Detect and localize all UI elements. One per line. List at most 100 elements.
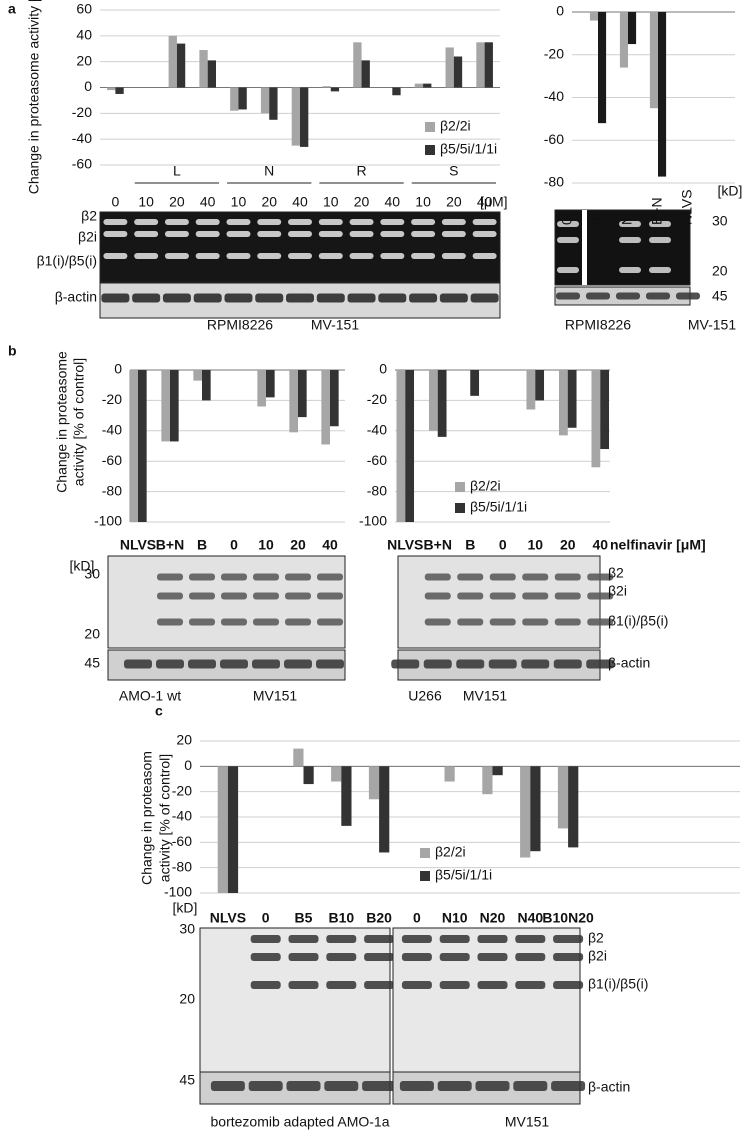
bar [353,42,362,88]
band [326,981,357,989]
bar [445,47,454,88]
band [318,253,343,259]
band [324,1081,359,1091]
band [587,592,614,600]
band [649,221,671,227]
x-tick-label: N10 [442,910,468,926]
band [349,253,374,259]
marker-label: 20 [179,991,195,1007]
y-tick-label: -40 [102,422,122,438]
band [649,237,671,243]
band [285,618,311,626]
bar [558,370,568,436]
band [457,573,484,581]
bar [293,748,304,767]
x-tick-label: 10 [258,537,274,553]
x-tick-label: 20 [261,194,277,210]
bar [161,370,170,442]
y-axis-label: activity [% of control] [157,754,173,882]
band [439,981,470,989]
blot-caption: MV151 [505,1114,550,1130]
band [226,253,251,259]
bar [591,370,601,468]
y-tick-label: -100 [94,513,122,529]
blot-caption: RPMI8226 [565,317,631,333]
bar [405,370,415,522]
band [424,573,451,581]
band [195,231,220,237]
band [316,659,344,669]
marker-label: 45 [712,288,728,304]
band [317,573,343,581]
band [156,659,184,669]
band [252,659,280,669]
bar [230,87,239,111]
band [224,293,253,303]
band [226,219,251,225]
panel-letter: b [8,343,17,359]
band [326,935,357,943]
band [189,573,215,581]
bar [414,83,424,88]
bar [298,370,307,418]
band [489,573,516,581]
bar [470,370,480,396]
bar [291,87,301,146]
band [557,221,579,227]
band [411,253,436,259]
band [349,231,374,237]
band [250,981,281,989]
y-tick-label: -40 [367,422,387,438]
bar [428,370,438,431]
band [513,1081,548,1091]
y-tick-label: -20 [172,782,192,798]
blot-caption: bortezomib adapted AMO-1a [211,1114,390,1130]
y-tick-label: 0 [379,361,387,377]
bar [535,370,545,401]
bar [619,12,628,68]
bar [482,766,493,795]
band [472,253,497,259]
band [349,219,374,225]
band [362,1081,397,1091]
bar [331,766,342,782]
x-tick-label: N [619,215,635,225]
bar [300,87,309,147]
x-tick-label: 0 [413,910,421,926]
x-tick-label: 20 [169,194,185,210]
band [103,253,128,259]
band [411,231,436,237]
unit-label: [μM] [480,194,508,210]
bar [193,370,202,381]
legend-label: β2/2i [440,118,471,134]
bar [568,766,579,848]
bar [129,370,138,522]
band [439,953,470,961]
group-label: N [264,163,274,179]
band [250,953,281,961]
band [189,592,215,600]
x-tick-label: B [465,537,475,553]
band [470,293,499,303]
x-tick-label: 0 [262,910,270,926]
band [489,618,516,626]
band [456,659,485,669]
y-tick-label: 20 [176,732,192,748]
band [475,1081,510,1091]
x-tick-label: N20 [480,910,506,926]
bar [257,370,266,407]
bar [600,370,610,450]
band [257,219,282,225]
band [477,953,508,961]
x-tick-label: B+N [424,537,452,553]
band [457,592,484,600]
x-tick-label: B+N [649,197,665,225]
legend-label: β5/5i/1/1i [440,141,497,157]
bar [444,766,455,782]
legend-swatch [425,122,435,132]
bar [330,87,340,92]
bar [289,370,298,433]
band [515,953,546,961]
bar [266,370,275,398]
blot-caption: MV-151 [688,317,736,333]
